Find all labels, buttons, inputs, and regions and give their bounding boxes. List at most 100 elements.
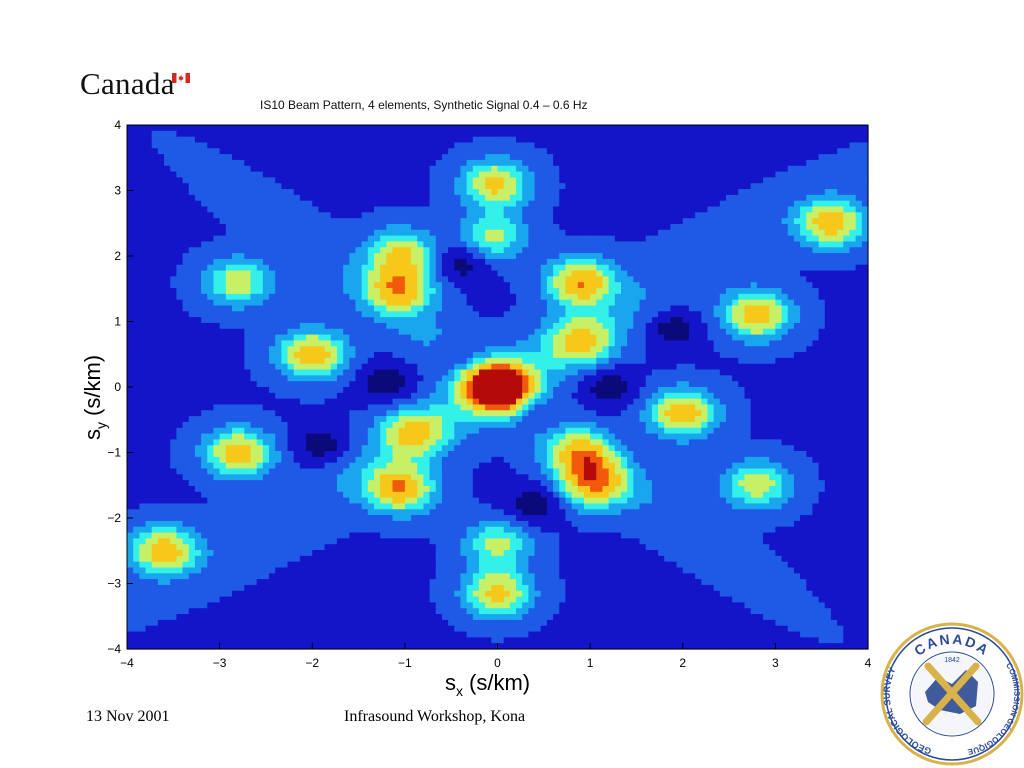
heatmap-cell — [688, 229, 696, 237]
heatmap-cell — [324, 357, 332, 365]
heatmap-cell — [324, 363, 332, 371]
heatmap-cell — [701, 299, 709, 307]
heatmap-cell — [269, 340, 276, 347]
heatmap-cell — [349, 328, 357, 336]
heatmap-cell — [299, 299, 307, 307]
heatmap-cell — [806, 293, 814, 301]
heatmap-cell — [213, 206, 221, 213]
heatmap-cell — [281, 346, 289, 353]
heatmap-cell — [176, 177, 184, 184]
heatmap-cell — [688, 270, 696, 277]
heatmap-cell — [818, 148, 826, 155]
heatmap-cell — [775, 136, 783, 144]
heatmap-cell — [849, 148, 857, 155]
heatmap-cell — [324, 212, 332, 219]
heatmap-cell — [176, 235, 184, 243]
heatmap-cell — [855, 148, 863, 155]
heatmap-cell — [411, 317, 418, 324]
heatmap-cell — [176, 212, 184, 219]
heatmap-cell — [553, 311, 560, 318]
heatmap-cell — [707, 206, 715, 213]
heatmap-cell — [454, 223, 462, 231]
heatmap-cell — [330, 317, 338, 324]
heatmap-cell — [806, 125, 814, 132]
heatmap-cell — [454, 352, 462, 359]
heatmap-cell — [775, 148, 783, 155]
heatmap-cell — [330, 223, 338, 231]
heatmap-cell — [590, 183, 597, 190]
heatmap-cell — [423, 299, 431, 307]
heatmap-cell — [830, 270, 838, 277]
heatmap-cell — [380, 282, 387, 289]
heatmap-cell — [787, 247, 795, 254]
heatmap-cell — [145, 130, 153, 138]
heatmap-cell — [701, 258, 709, 266]
heatmap-cell — [824, 206, 832, 213]
heatmap-cell — [522, 317, 529, 324]
heatmap-cell — [250, 253, 258, 260]
heatmap-cell — [627, 299, 634, 307]
heatmap-cell — [738, 130, 746, 138]
heatmap-cell — [127, 159, 134, 167]
heatmap-cell — [466, 136, 474, 144]
heatmap-cell — [713, 346, 721, 353]
heatmap-cell — [516, 258, 523, 266]
heatmap-cell — [812, 154, 820, 161]
heatmap-cell — [275, 194, 282, 202]
heatmap-cell — [719, 357, 727, 365]
heatmap-cell — [411, 288, 418, 295]
heatmap-cell — [651, 171, 659, 178]
heatmap-cell — [516, 229, 523, 237]
heatmap-cell — [417, 363, 424, 371]
heatmap-cell — [318, 183, 326, 190]
heatmap-cell — [645, 171, 653, 178]
heatmap-cell — [262, 264, 270, 272]
heatmap-cell — [491, 235, 499, 243]
heatmap-cell — [355, 247, 363, 254]
heatmap-cell — [225, 317, 233, 324]
heatmap-cell — [787, 183, 795, 190]
heatmap-cell — [806, 340, 814, 347]
heatmap-cell — [312, 305, 320, 312]
heatmap-cell — [269, 148, 276, 155]
heatmap-cell — [503, 159, 511, 167]
heatmap-cell — [744, 317, 752, 324]
heatmap-cell — [707, 142, 715, 149]
heatmap-cell — [577, 322, 585, 330]
heatmap-cell — [843, 247, 851, 254]
heatmap-cell — [448, 154, 455, 161]
heatmap-cell — [608, 334, 616, 342]
heatmap-cell — [553, 148, 560, 155]
heatmap-cell — [157, 212, 165, 219]
heatmap-cell — [516, 200, 523, 208]
heatmap-cell — [194, 218, 202, 225]
heatmap-cell — [503, 270, 511, 277]
heatmap-cell — [503, 299, 511, 307]
heatmap-cell — [269, 352, 276, 359]
heatmap-cell — [207, 253, 215, 260]
heatmap-cell — [682, 346, 690, 353]
heatmap-cell — [225, 346, 233, 353]
heatmap-cell — [658, 125, 665, 132]
heatmap-cell — [707, 125, 715, 132]
heatmap-cell — [559, 229, 567, 237]
heatmap-cell — [472, 194, 480, 202]
heatmap-cell — [658, 130, 665, 138]
heatmap-cell — [658, 165, 665, 173]
heatmap-cell — [478, 212, 486, 219]
heatmap-cell — [701, 317, 709, 324]
heatmap-cell — [374, 159, 381, 167]
heatmap-cell — [756, 328, 764, 336]
heatmap-cell — [275, 317, 282, 324]
heatmap-cell — [423, 235, 431, 243]
heatmap-cell — [374, 229, 381, 237]
heatmap-cell — [546, 288, 554, 295]
heatmap-cell — [349, 258, 357, 266]
heatmap-cell — [639, 352, 647, 359]
heatmap-cell — [516, 177, 523, 184]
heatmap-cell — [602, 177, 610, 184]
heatmap-cell — [176, 200, 184, 208]
heatmap-cell — [349, 276, 357, 283]
heatmap-cell — [417, 165, 424, 173]
heatmap-cell — [330, 264, 338, 272]
